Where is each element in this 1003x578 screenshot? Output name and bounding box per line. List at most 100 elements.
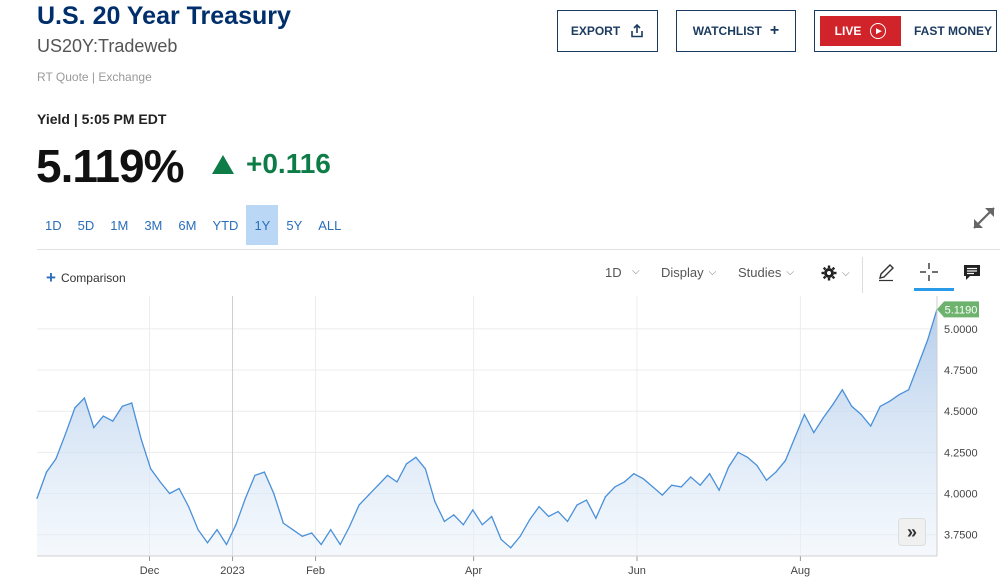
- series-point: [709, 473, 711, 475]
- live-fast-money-button[interactable]: LIVE ▶ FAST MONEY: [814, 10, 997, 52]
- series-point: [633, 473, 635, 475]
- x-tick-label: Feb: [306, 565, 325, 577]
- series-point: [889, 400, 891, 402]
- series-point: [870, 425, 872, 427]
- series-point: [339, 543, 341, 546]
- draw-button[interactable]: [873, 259, 899, 285]
- comment-button[interactable]: [959, 259, 985, 285]
- y-tick-label: 5.0000: [944, 324, 978, 336]
- series-point: [178, 487, 180, 490]
- range-3m[interactable]: 3M: [144, 217, 163, 233]
- series-point: [529, 519, 531, 521]
- range-1y[interactable]: 1Y: [246, 205, 279, 245]
- series-point: [794, 436, 796, 439]
- series-point: [642, 478, 644, 480]
- series-point: [481, 524, 483, 526]
- double-chevron-right-icon: »: [906, 521, 917, 542]
- series-point: [566, 520, 569, 522]
- comment-icon: [964, 265, 980, 280]
- series-point: [576, 504, 578, 506]
- series-point: [879, 405, 881, 407]
- interval-dropdown[interactable]: 1D: [605, 265, 622, 280]
- series-point: [756, 464, 758, 467]
- yield-chart[interactable]: 3.7500 4.0000 4.2500 4.5000 4.7500 5.0000 Dec 2…: [0, 290, 1003, 578]
- series-point: [623, 481, 626, 483]
- series-area: [37, 309, 937, 556]
- series-point: [491, 515, 493, 518]
- series-point: [917, 364, 919, 366]
- series-point: [311, 532, 313, 534]
- series-point: [301, 535, 303, 537]
- y-tick-label: 3.7500: [944, 530, 978, 542]
- series-point: [585, 499, 588, 501]
- crosshair-icon: [920, 263, 938, 281]
- range-1d[interactable]: 1D: [45, 217, 62, 233]
- scroll-to-latest-button[interactable]: »: [898, 518, 926, 546]
- series-point: [396, 481, 398, 483]
- series-point: [83, 397, 85, 399]
- studies-label: Studies: [738, 265, 782, 280]
- display-dropdown[interactable]: Display ⌵: [661, 265, 716, 280]
- comparison-button[interactable]: + Comparison: [46, 268, 126, 288]
- series-point: [320, 543, 322, 546]
- range-5y[interactable]: 5Y: [286, 217, 303, 233]
- live-label: LIVE: [834, 24, 862, 38]
- series-point: [131, 402, 133, 404]
- toolbar-divider: [37, 249, 1000, 250]
- plus-icon: +: [46, 268, 56, 287]
- series-point: [699, 484, 701, 486]
- yield-time-label: Yield | 5:05 PM EDT: [37, 111, 167, 127]
- series-point: [652, 486, 654, 488]
- series-point: [595, 517, 597, 519]
- interval-label: 1D: [605, 265, 622, 280]
- series-point: [908, 389, 910, 391]
- studies-dropdown[interactable]: Studies ⌵: [738, 265, 794, 280]
- expand-arrows-icon[interactable]: [970, 204, 998, 232]
- up-triangle-icon: [212, 154, 234, 174]
- series-point: [803, 413, 806, 416]
- chevron-down-icon: ⌵: [708, 267, 717, 278]
- crosshair-button[interactable]: [916, 259, 942, 285]
- series-point: [140, 438, 142, 440]
- series-point: [661, 494, 663, 496]
- display-label: Display: [661, 265, 704, 280]
- x-tick-label: Jun: [628, 565, 646, 577]
- range-all[interactable]: ALL: [318, 217, 342, 233]
- series-point: [690, 476, 692, 478]
- range-ytd[interactable]: YTD: [212, 217, 239, 233]
- last-price: 5.119%: [36, 140, 184, 192]
- series-point: [462, 524, 464, 526]
- series-point: [898, 394, 900, 396]
- chevron-down-icon: ⌵: [786, 267, 794, 278]
- x-tick-label: Apr: [465, 565, 482, 577]
- series-point: [93, 427, 95, 429]
- toolbar-separator: [862, 257, 863, 293]
- range-5d[interactable]: 5D: [77, 217, 95, 233]
- settings-gear-icon: [821, 265, 837, 281]
- series-point: [55, 458, 57, 460]
- x-tick-label: Aug: [791, 565, 811, 577]
- settings-dropdown[interactable]: ⌵: [821, 265, 850, 281]
- last-value-badge: [937, 301, 979, 318]
- export-button[interactable]: EXPORT: [557, 10, 658, 52]
- range-1m[interactable]: 1M: [110, 217, 129, 233]
- series-point: [822, 417, 824, 419]
- series-point: [368, 494, 370, 496]
- watchlist-button[interactable]: WATCHLIST +: [676, 10, 796, 52]
- y-tick-label: 4.7500: [944, 365, 978, 377]
- chevron-down-icon: ⌵: [632, 266, 640, 277]
- series-point: [159, 481, 161, 483]
- series-point: [121, 405, 123, 407]
- price-change: +0.116: [212, 148, 331, 180]
- series-point: [453, 514, 455, 516]
- series-point: [254, 474, 256, 476]
- series-point: [926, 339, 929, 341]
- series-point: [851, 405, 853, 407]
- quote-source-label: RT Quote | Exchange: [37, 70, 152, 84]
- series-point: [746, 456, 749, 458]
- chevron-down-icon: ⌵: [842, 267, 850, 279]
- range-6m[interactable]: 6M: [178, 217, 197, 233]
- play-icon: ▶: [870, 23, 887, 39]
- series-point: [282, 522, 284, 524]
- series-line: [36, 309, 938, 549]
